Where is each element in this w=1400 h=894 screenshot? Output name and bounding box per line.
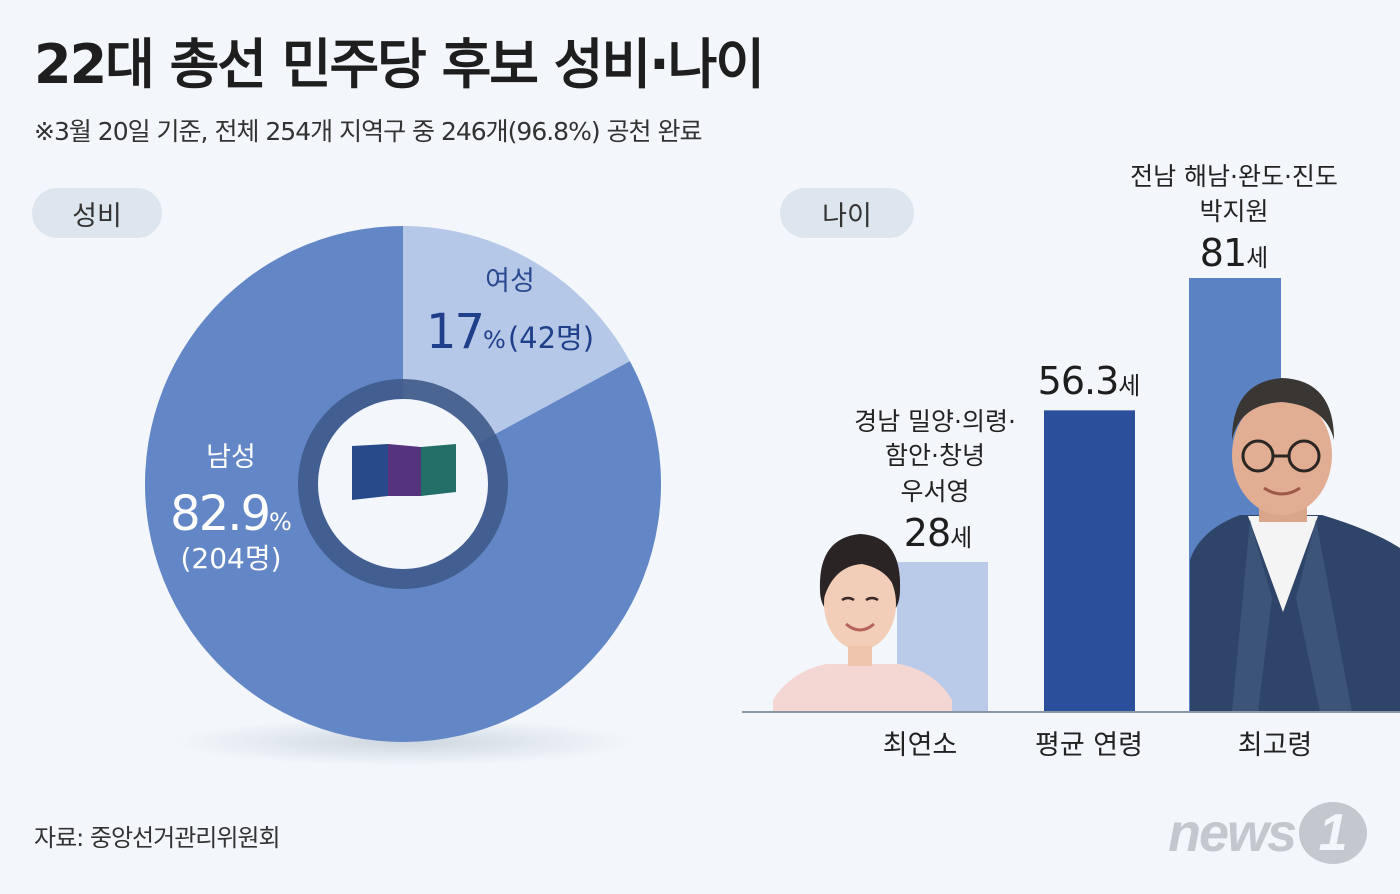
female-percent-unit: % <box>483 326 506 354</box>
oldest-district: 전남 해남·완도·진도 <box>1130 162 1338 191</box>
pie-shadow <box>175 718 635 766</box>
value-label-youngest: 28세 <box>904 511 972 555</box>
value-youngest-number: 28 <box>904 511 950 555</box>
logo-text: news <box>1168 803 1297 863</box>
male-percent-value: 82.9 <box>170 486 269 542</box>
value-oldest-unit: 세 <box>1246 244 1268 272</box>
pie-center-ring <box>298 379 508 589</box>
value-average-number: 56.3 <box>1038 359 1119 403</box>
female-percent: 17%(42명) <box>426 304 594 360</box>
page-subtitle: ※3월 20일 기준, 전체 254개 지역구 중 246개(96.8%) 공천… <box>34 117 702 146</box>
bar-average <box>1044 410 1135 712</box>
male-percent-unit: % <box>269 508 292 536</box>
value-youngest-unit: 세 <box>950 524 972 552</box>
value-label-oldest: 81세 <box>1200 231 1268 275</box>
source-note: 자료: 중앙선거관리위원회 <box>34 824 281 852</box>
section-label-gender: 성비 <box>32 188 162 238</box>
female-count: (42명) <box>508 321 594 355</box>
male-percent: 82.9% <box>170 486 292 542</box>
female-percent-value: 17 <box>426 304 483 360</box>
value-oldest-number: 81 <box>1200 231 1246 275</box>
male-label: 남성 <box>206 442 256 473</box>
youngest-candidate-photo <box>773 534 952 712</box>
category-label-oldest: 최고령 <box>1238 730 1313 761</box>
oldest-candidate-photo <box>1190 378 1400 712</box>
logo-mark: 1 <box>1299 802 1368 864</box>
oldest-name: 박지원 <box>1199 197 1268 226</box>
value-label-average: 56.3세 <box>1038 359 1141 403</box>
youngest-name: 우서영 <box>900 477 969 506</box>
party-logo-icon <box>352 444 456 500</box>
youngest-district-line2: 함안·창녕 <box>885 441 985 470</box>
section-label-age: 나이 <box>780 188 914 238</box>
value-average-unit: 세 <box>1118 372 1140 400</box>
female-label: 여성 <box>485 266 535 297</box>
news1-logo: news 1 <box>1168 802 1368 864</box>
youngest-district-line1: 경남 밀양·의령· <box>854 407 1016 436</box>
category-label-youngest: 최연소 <box>883 730 958 761</box>
category-label-average: 평균 연령 <box>1035 730 1143 761</box>
male-count: (204명) <box>180 542 281 575</box>
page-title: 22대 총선 민주당 후보 성비·나이 <box>34 33 765 96</box>
